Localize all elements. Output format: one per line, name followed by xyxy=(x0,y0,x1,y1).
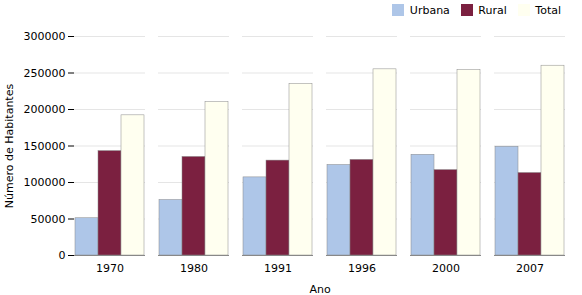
svg-text:0: 0 xyxy=(59,249,66,262)
svg-text:Ano: Ano xyxy=(309,283,330,295)
svg-text:300000: 300000 xyxy=(24,30,66,43)
svg-text:2000: 2000 xyxy=(432,262,460,275)
svg-text:150000: 150000 xyxy=(24,140,66,153)
svg-text:50000: 50000 xyxy=(31,213,66,226)
svg-text:Número de Habitantes: Número de Habitantes xyxy=(3,84,16,209)
svg-text:1996: 1996 xyxy=(348,262,376,275)
svg-text:2007: 2007 xyxy=(516,262,544,275)
svg-text:1970: 1970 xyxy=(96,262,124,275)
svg-text:250000: 250000 xyxy=(24,67,66,80)
svg-text:1980: 1980 xyxy=(180,262,208,275)
svg-text:200000: 200000 xyxy=(24,103,66,116)
html-text:Total: Total xyxy=(535,3,561,17)
svg-text:1991: 1991 xyxy=(264,262,292,275)
svg-text:100000: 100000 xyxy=(24,176,66,189)
html-text:Rural: Rural xyxy=(478,3,507,17)
html-text:Urbana: Urbana xyxy=(409,3,450,17)
